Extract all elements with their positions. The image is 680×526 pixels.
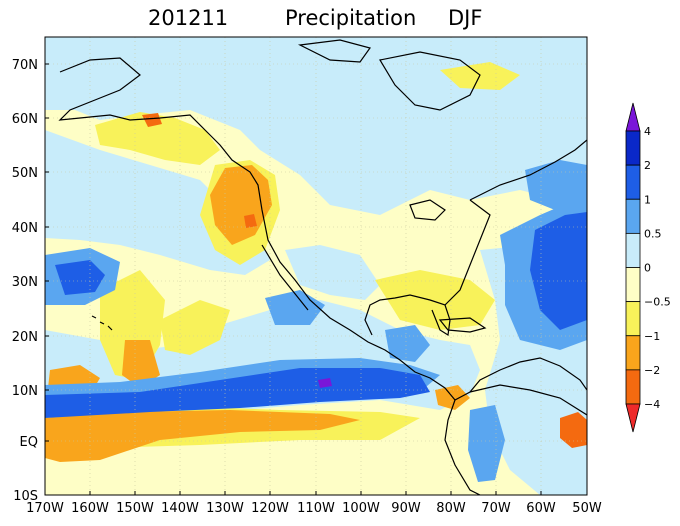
canada-east-coastline: [469, 139, 587, 201]
central-pacific-yellow-band-2: [160, 300, 230, 355]
longitude-label: 150W: [116, 501, 154, 516]
gulf-mexico-blue-region: [385, 325, 430, 362]
brazil-red-patch: [560, 412, 587, 448]
itcz-blue-band: [45, 368, 430, 418]
north-america-coastline: [58, 57, 587, 401]
longitude-label: 80W: [436, 501, 466, 516]
east-pacific-orange-strip: [122, 340, 160, 388]
longitude-label: 100W: [342, 501, 380, 516]
longitude-label: 140W: [161, 501, 199, 516]
latitude-label: 10N: [12, 384, 38, 399]
latitude-label: 50N: [12, 166, 38, 181]
colorbar-label: −1: [644, 330, 660, 343]
colorbar-label: −2: [644, 364, 660, 377]
colorbar-label: 4: [644, 125, 651, 138]
latitude-label: 70N: [12, 58, 38, 73]
longitude-label: 90W: [391, 501, 421, 516]
hawaii-blue-region: [55, 260, 105, 295]
map-panel: [45, 37, 587, 495]
atlantic-blue-region: [530, 212, 587, 330]
longitude-label: 130W: [206, 501, 244, 516]
longitude-label: 110W: [297, 501, 335, 516]
mexico-pacific-blue-region: [265, 290, 325, 325]
colorbar: 4 2 1 0.5 0 −0.5 −1 −2 −4: [625, 102, 671, 433]
east-coast-coastline: [364, 199, 491, 336]
colorbar-segment: [625, 198, 641, 234]
equatorial-orange-band: [45, 410, 360, 462]
south-america-north-coastline: [469, 384, 587, 416]
latitude-label: 60N: [12, 112, 38, 127]
colorbar-segment: [625, 130, 641, 166]
longitude-label: 120W: [251, 501, 289, 516]
colorbar-label: −4: [644, 398, 660, 411]
colorbar-segment: [625, 369, 641, 405]
oregon-dark-orange-patch: [244, 214, 257, 228]
red-regions: [142, 113, 587, 448]
colorbar-segment: [625, 335, 641, 371]
colorbar-label: 1: [644, 193, 651, 206]
longitude-label: 50W: [572, 501, 602, 516]
cuba-coastline: [438, 317, 487, 333]
latitude-labels: 70N 60N 50N 40N 30N 20N 10N EQ 10S: [12, 58, 49, 504]
mexico-light-blue-region: [285, 245, 380, 300]
colorbar-top-arrow: [625, 102, 641, 132]
colorbar-label: −0.5: [644, 296, 671, 309]
florida-coastline: [431, 304, 451, 337]
colorbar-segment: [625, 301, 641, 337]
longitude-label: 70W: [481, 501, 511, 516]
baja-california-coastline: [261, 244, 309, 311]
arctic-islands-coastline: [297, 39, 371, 63]
latitude-label: 40N: [12, 221, 38, 236]
newfoundland-blue-region: [525, 160, 587, 212]
great-lakes-coastline: [409, 199, 446, 221]
blue-regions: [45, 212, 587, 418]
title-date: 201211: [148, 6, 228, 30]
latitude-label: 10S: [13, 489, 38, 504]
purple-max-patch: [318, 378, 332, 388]
longitude-label: 160W: [71, 501, 109, 516]
latitude-label: 20N: [12, 330, 38, 345]
longitude-label: 170W: [26, 501, 64, 516]
hawaii-islands: [91, 315, 113, 331]
alaska-dark-orange-patch: [142, 113, 162, 127]
colorbar-label: 2: [644, 159, 651, 172]
colorbar-segment: [625, 164, 641, 200]
colombia-blue-region: [468, 405, 505, 482]
northeast-pacific-yellow-region: [95, 112, 220, 165]
south-america-coastline: [444, 399, 481, 495]
longitude-label: 60W: [526, 501, 556, 516]
arctic-light-blue-region: [45, 37, 587, 240]
title-season: DJF: [448, 6, 482, 30]
latitude-label: EQ: [20, 435, 38, 450]
caribbean-yellow-region: [375, 270, 495, 330]
latitude-label: 30N: [12, 275, 38, 290]
colorbar-segment: [625, 232, 641, 268]
hudson-bay-coastline: [379, 51, 481, 111]
colorbar-label: 0: [644, 262, 651, 275]
colorbar-label: 0.5: [644, 227, 662, 240]
grid-lines: [45, 37, 587, 495]
title-field: Precipitation: [285, 6, 416, 30]
longitude-labels: 170W 160W 150W 140W 130W 120W 110W 100W 90W 80W 70…: [26, 491, 602, 516]
coastlines: [58, 39, 587, 495]
colorbar-bottom-arrow: [625, 403, 641, 433]
colorbar-segment: [625, 267, 641, 303]
